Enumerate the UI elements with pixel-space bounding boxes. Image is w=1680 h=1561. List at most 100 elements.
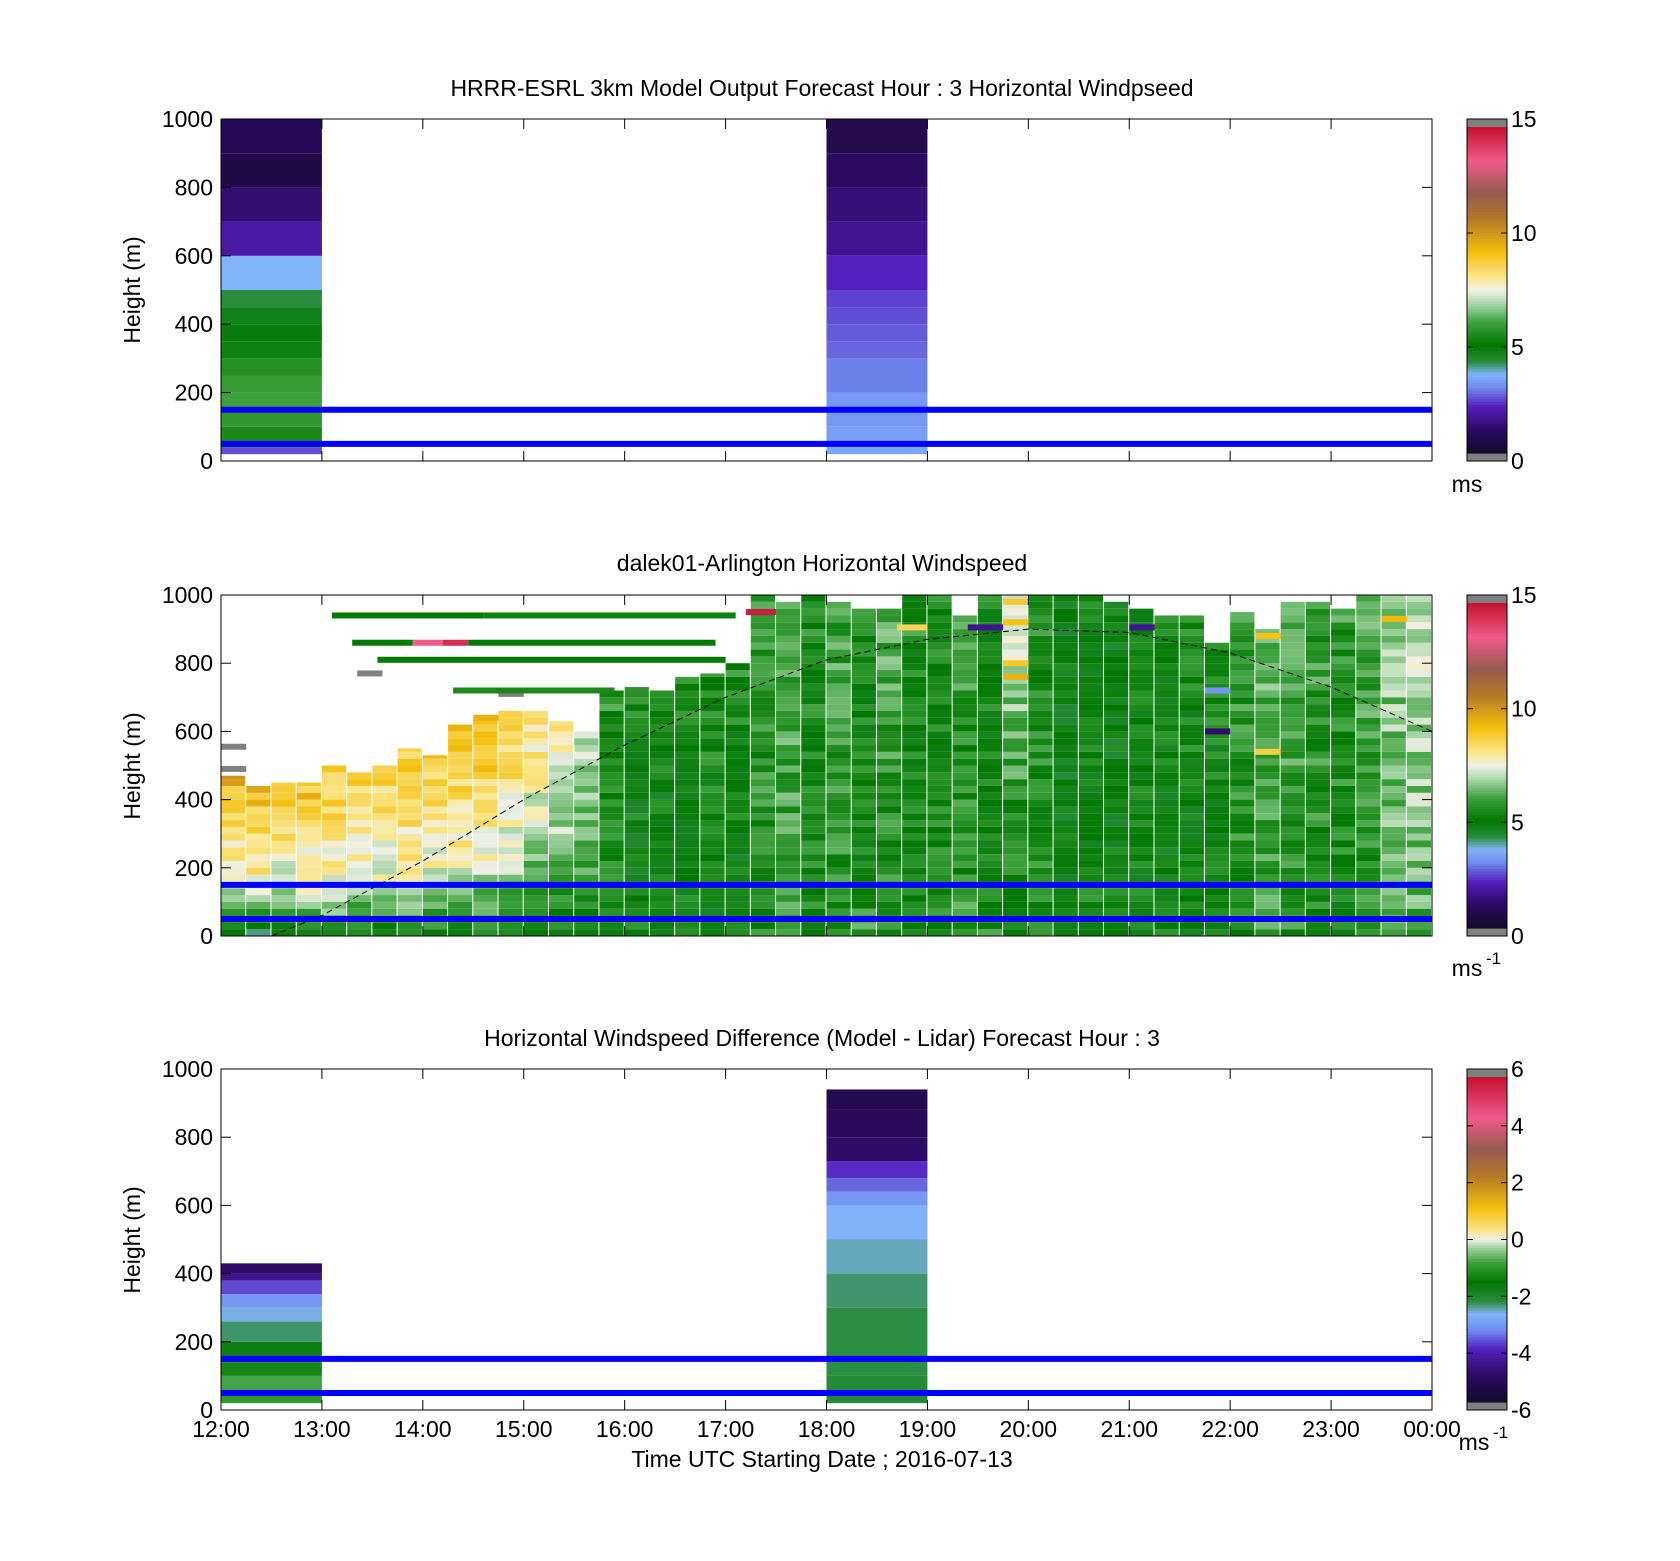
heatmap-cell (952, 697, 977, 705)
heatmap-cell (397, 895, 422, 902)
heatmap-cell (1078, 670, 1104, 677)
heatmap-cell (221, 799, 246, 807)
heatmap-cell (649, 901, 675, 909)
heatmap-cell (422, 826, 448, 834)
heatmap-cell (1305, 888, 1331, 896)
heatmap-cell (1179, 929, 1204, 936)
heatmap-cell (498, 840, 523, 848)
heatmap-cell (574, 799, 599, 807)
heatmap-cell (246, 806, 271, 814)
heatmap-cell (221, 922, 246, 930)
heatmap-cell (725, 895, 750, 902)
heatmap-cell (826, 1191, 928, 1206)
heatmap-cell (1280, 710, 1305, 718)
heatmap-cell (927, 738, 952, 746)
heatmap-cell (927, 840, 952, 848)
heatmap-cell (221, 1263, 322, 1274)
heatmap-cell (523, 860, 548, 868)
heatmap-cell (776, 663, 801, 671)
heatmap-cell (599, 765, 624, 773)
heatmap-cell (296, 929, 321, 936)
heatmap-cell (927, 649, 952, 657)
heatmap-cell (1406, 867, 1431, 875)
heatmap-cell (977, 649, 1003, 657)
heatmap-cell (1003, 660, 1029, 667)
heatmap-cell (1230, 676, 1255, 684)
heatmap-cell (876, 758, 902, 766)
colorbar-swatch (1467, 1301, 1507, 1306)
heatmap-cell (321, 772, 347, 780)
heatmap-cell (1331, 895, 1356, 902)
colorbar-swatch (1467, 784, 1507, 788)
heatmap-cell (801, 717, 826, 725)
heatmap-cell (1003, 874, 1028, 882)
heatmap-cell (675, 676, 700, 684)
heatmap-cell (321, 813, 347, 821)
heatmap-cell (1053, 806, 1078, 814)
heatmap-cell (1179, 765, 1204, 773)
heatmap-cell (624, 888, 649, 896)
heatmap-cell (649, 704, 675, 711)
heatmap-cell (1003, 656, 1028, 664)
heatmap-cell (826, 663, 851, 671)
heatmap-cell (1381, 704, 1406, 711)
heatmap-cell (372, 901, 397, 909)
heatmap-cell (675, 785, 700, 793)
heatmap-cell (321, 765, 347, 773)
heatmap-cell (1255, 792, 1280, 800)
heatmap-cell (700, 751, 725, 759)
heatmap-cell (1028, 785, 1053, 793)
colorbar-swatch (1467, 238, 1507, 242)
heatmap-cell (1230, 745, 1255, 752)
heatmap-cell (1003, 799, 1028, 807)
heatmap-cell (1230, 622, 1255, 630)
heatmap-cell (1129, 929, 1154, 936)
heatmap-cell (1104, 867, 1129, 875)
heatmap-cell (1179, 649, 1204, 657)
heatmap-cell (876, 806, 902, 814)
colorbar-swatch (1467, 603, 1507, 607)
colorbar-swatch (1467, 1104, 1507, 1108)
heatmap-cell (776, 806, 801, 814)
heatmap-cell (221, 1375, 322, 1390)
heatmap-cell (1381, 697, 1406, 705)
heatmap-cell (548, 847, 574, 855)
heatmap-cell (624, 792, 649, 800)
heatmap-cell (902, 765, 927, 773)
colorbar-swatch (1467, 213, 1507, 218)
heatmap-cell (1356, 595, 1381, 602)
heatmap-cell (750, 615, 776, 623)
heatmap-cell (473, 826, 498, 834)
heatmap-cell (1331, 745, 1356, 752)
y-tick-label: 200 (175, 380, 213, 406)
heatmap-cell (548, 854, 574, 861)
heatmap-cell (1255, 738, 1280, 746)
heatmap-cell (271, 820, 296, 827)
heatmap-cell (977, 663, 1003, 671)
heatmap-cell (1305, 642, 1331, 650)
colorbar-swatch (1467, 1247, 1507, 1251)
heatmap-cell (776, 867, 801, 875)
heatmap-cell (826, 1178, 928, 1192)
heatmap-cell (649, 710, 675, 718)
heatmap-cell (624, 710, 649, 718)
heatmap-cell (801, 663, 826, 671)
colorbar-swatch (1467, 1204, 1507, 1208)
heatmap-cell (952, 676, 977, 684)
heatmap-cell (750, 779, 776, 786)
heatmap-cell (548, 745, 574, 752)
colorbar-swatch (1467, 1198, 1507, 1203)
heatmap-cell (851, 608, 876, 616)
colorbar-swatch (1467, 352, 1507, 356)
heatmap-cell (1078, 751, 1104, 759)
heatmap-cell (1028, 717, 1053, 725)
heatmap-cell (851, 895, 876, 902)
colorbar-swatch (1467, 428, 1507, 432)
heatmap-cell (750, 860, 776, 868)
heatmap-cell (1154, 867, 1179, 875)
heatmap-cell (1204, 867, 1230, 875)
heatmap-cell (902, 860, 927, 868)
heatmap-cell (523, 792, 548, 800)
heatmap-cell (1078, 772, 1104, 780)
colorbar-swatch (1467, 170, 1507, 174)
